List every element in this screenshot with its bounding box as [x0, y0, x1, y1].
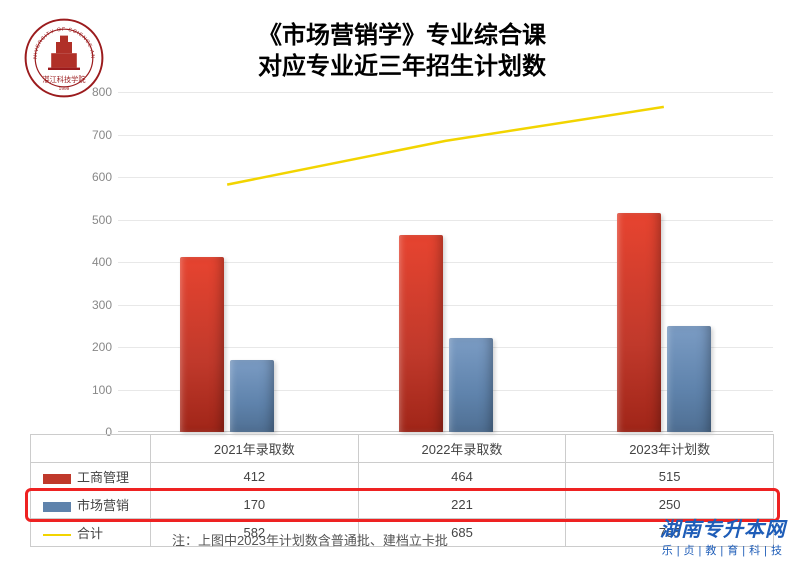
legend-swatch-line — [43, 534, 71, 536]
col-header: 2023年计划数 — [566, 435, 774, 463]
svg-text:1999: 1999 — [59, 86, 70, 92]
y-tick-label: 100 — [92, 383, 112, 397]
y-tick-label: 400 — [92, 255, 112, 269]
line-hj — [227, 107, 664, 185]
table-corner — [31, 435, 151, 463]
row-label: 合计 — [31, 519, 151, 547]
watermark-main: 湖南专升本网 — [660, 513, 786, 542]
footnote-text: 注：上图中2023年计划数含普通批、建档立卡批 — [172, 530, 448, 549]
y-tick-label: 600 — [92, 170, 112, 184]
y-tick-label: 800 — [92, 85, 112, 99]
table-cell: 221 — [358, 491, 566, 519]
col-header: 2022年录取数 — [358, 435, 566, 463]
row-label: 市场营销 — [31, 491, 151, 519]
legend-swatch-bar — [43, 474, 71, 484]
col-header: 2021年录取数 — [151, 435, 359, 463]
table-cell: 412 — [151, 463, 359, 491]
title-line-2: 对应专业近三年招生计划数 — [0, 51, 804, 82]
y-tick-label: 700 — [92, 128, 112, 142]
y-tick-label: 500 — [92, 213, 112, 227]
total-line-svg — [118, 92, 773, 432]
y-tick-label: 300 — [92, 298, 112, 312]
table-row: 工商管理412464515 — [31, 463, 774, 491]
table-cell: 515 — [566, 463, 774, 491]
chart-title: 《市场营销学》专业综合课 对应专业近三年招生计划数 — [0, 20, 804, 82]
row-label: 工商管理 — [31, 463, 151, 491]
watermark-sub: 乐|贞|教|育|科|技 — [662, 542, 786, 558]
chart-plot-area: 0100200300400500600700800 — [118, 92, 773, 432]
table-cell: 464 — [358, 463, 566, 491]
y-tick-label: 200 — [92, 340, 112, 354]
table-cell: 170 — [151, 491, 359, 519]
legend-swatch-bar — [43, 502, 71, 512]
title-line-1: 《市场营销学》专业综合课 — [0, 20, 804, 51]
